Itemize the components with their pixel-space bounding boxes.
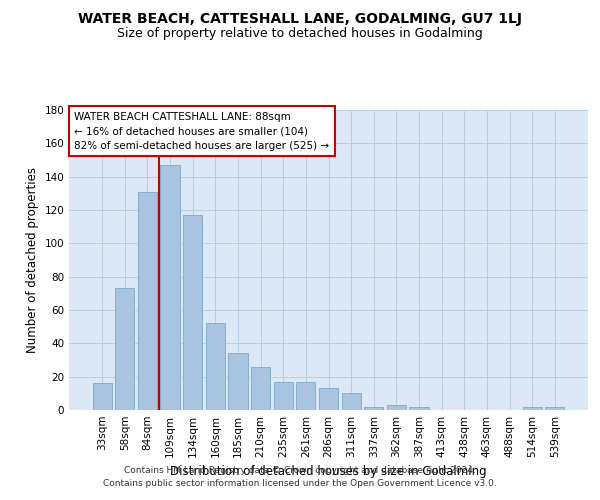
Y-axis label: Number of detached properties: Number of detached properties — [26, 167, 39, 353]
Bar — [229, 354, 248, 410]
Text: Size of property relative to detached houses in Godalming: Size of property relative to detached ho… — [117, 28, 483, 40]
Bar — [296, 382, 316, 410]
Text: WATER BEACH CATTESHALL LANE: 88sqm
← 16% of detached houses are smaller (104)
82: WATER BEACH CATTESHALL LANE: 88sqm ← 16%… — [74, 112, 329, 151]
Bar — [364, 406, 383, 410]
Bar — [387, 405, 406, 410]
Text: WATER BEACH, CATTESHALL LANE, GODALMING, GU7 1LJ: WATER BEACH, CATTESHALL LANE, GODALMING,… — [78, 12, 522, 26]
Bar — [523, 406, 542, 410]
Bar — [183, 215, 202, 410]
Bar — [115, 288, 134, 410]
Text: Contains HM Land Registry data © Crown copyright and database right 2024.
Contai: Contains HM Land Registry data © Crown c… — [103, 466, 497, 487]
Bar — [319, 388, 338, 410]
Bar — [274, 382, 293, 410]
Bar — [206, 324, 225, 410]
Bar — [138, 192, 157, 410]
Bar — [409, 406, 428, 410]
X-axis label: Distribution of detached houses by size in Godalming: Distribution of detached houses by size … — [170, 466, 487, 478]
Bar — [545, 406, 565, 410]
Bar — [341, 394, 361, 410]
Bar — [160, 165, 180, 410]
Bar — [251, 366, 270, 410]
Bar — [92, 384, 112, 410]
